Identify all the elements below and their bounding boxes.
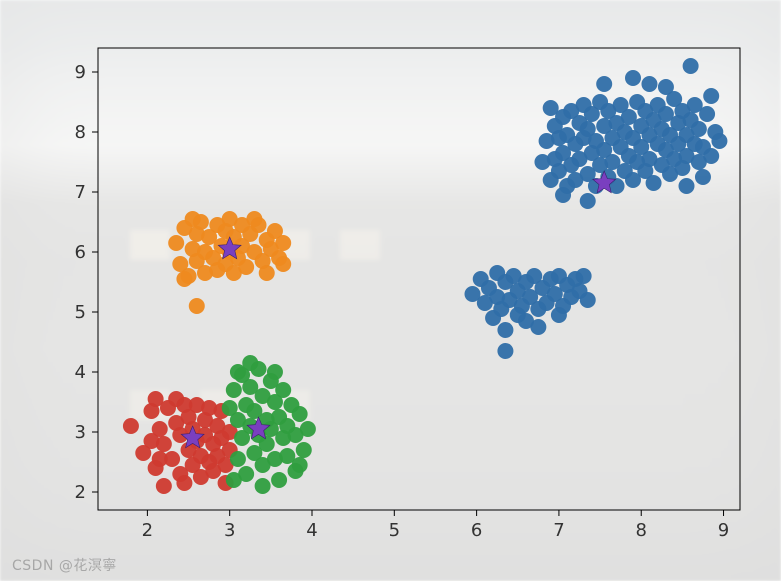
data-point [148, 391, 164, 407]
data-point [580, 292, 596, 308]
ytick-label: 7 [75, 182, 86, 203]
data-point [226, 382, 242, 398]
scatter-chart: 2 3 4 5 6 7 8 9 2 3 4 5 6 7 8 9 [0, 0, 781, 581]
ytick-label: 3 [75, 422, 86, 443]
data-point [703, 148, 719, 164]
data-point [465, 286, 481, 302]
data-point [152, 451, 168, 467]
data-point [185, 211, 201, 227]
data-point [580, 193, 596, 209]
data-point [168, 235, 184, 251]
data-point [518, 313, 534, 329]
cluster-orange [168, 211, 291, 314]
data-point [189, 298, 205, 314]
data-point [275, 256, 291, 272]
data-point [259, 436, 275, 452]
data-point [156, 478, 172, 494]
data-point [300, 421, 316, 437]
data-point [275, 382, 291, 398]
xtick-label: 5 [389, 520, 400, 541]
data-point [176, 271, 192, 287]
data-point [230, 364, 246, 380]
data-point [596, 76, 612, 92]
xtick-label: 2 [142, 520, 153, 541]
data-point [683, 58, 699, 74]
data-point [230, 451, 246, 467]
data-point [691, 121, 707, 137]
data-point [625, 70, 641, 86]
data-point [695, 169, 711, 185]
xtick-label: 3 [224, 520, 235, 541]
chart-svg: 2 3 4 5 6 7 8 9 2 3 4 5 6 7 8 9 [0, 0, 781, 581]
ytick-label: 9 [75, 62, 86, 83]
data-point [267, 364, 283, 380]
cluster-blue [465, 58, 728, 359]
data-point [292, 457, 308, 473]
data-point [226, 472, 242, 488]
data-point [679, 178, 695, 194]
data-point [658, 79, 674, 95]
ytick-label: 4 [75, 362, 86, 383]
data-point [123, 418, 139, 434]
xtick-label: 9 [718, 520, 729, 541]
data-point [275, 235, 291, 251]
xtick-label: 8 [636, 520, 647, 541]
cluster-red [123, 391, 238, 494]
data-point [255, 478, 271, 494]
data-point [555, 187, 571, 203]
data-point [176, 475, 192, 491]
data-point [699, 106, 715, 122]
data-point [292, 406, 308, 422]
xtick-label: 4 [306, 520, 317, 541]
data-point [551, 307, 567, 323]
data-point [222, 400, 238, 416]
cluster-green [222, 355, 316, 494]
data-point [259, 265, 275, 281]
data-point [168, 391, 184, 407]
data-point [543, 100, 559, 116]
data-point [246, 211, 262, 227]
data-point [238, 259, 254, 275]
data-point [711, 133, 727, 149]
ytick-label: 8 [75, 122, 86, 143]
data-point [296, 442, 312, 458]
data-point [144, 433, 160, 449]
data-point [703, 88, 719, 104]
data-point [641, 76, 657, 92]
ytick-label: 5 [75, 302, 86, 323]
ytick-label: 2 [75, 482, 86, 503]
xtick-label: 7 [553, 520, 564, 541]
xtick-label: 6 [471, 520, 482, 541]
data-point [646, 175, 662, 191]
data-point [497, 343, 513, 359]
data-point [576, 268, 592, 284]
data-point [497, 322, 513, 338]
ytick-label: 6 [75, 242, 86, 263]
data-point [271, 472, 287, 488]
